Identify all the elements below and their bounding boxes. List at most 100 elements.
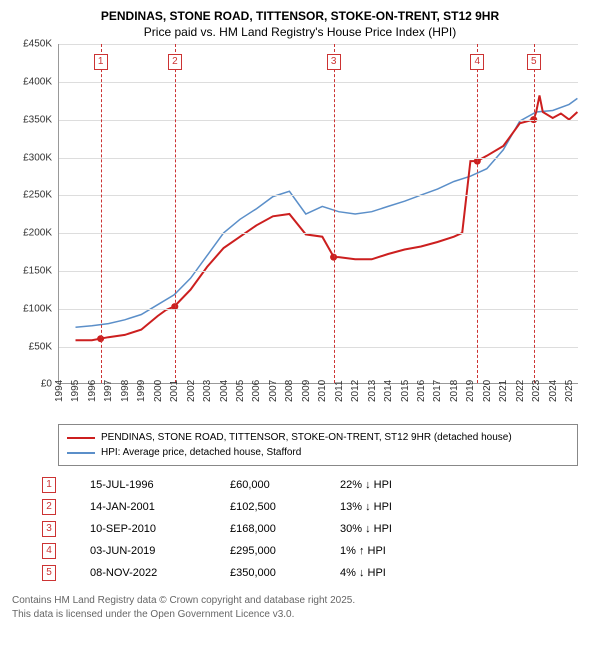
sale-date: 10-SEP-2010 [90, 523, 230, 535]
sale-hpi-diff: 13% ↓ HPI [340, 501, 392, 513]
sale-marker-box: 2 [168, 54, 182, 70]
sales-table: 115-JUL-1996£60,00022% ↓ HPI214-JAN-2001… [42, 474, 588, 584]
sale-number-box: 4 [42, 543, 56, 559]
plot-area: 1 2 3 4 5 [58, 44, 578, 384]
gridline [59, 309, 578, 310]
sale-hpi-diff: 22% ↓ HPI [340, 479, 392, 491]
y-tick-label: £450K [23, 39, 52, 50]
y-tick-label: £400K [23, 77, 52, 88]
title-line-1: PENDINAS, STONE ROAD, TITTENSOR, STOKE-O… [12, 8, 588, 24]
table-row: 403-JUN-2019£295,0001% ↑ HPI [42, 540, 588, 562]
x-tick-label: 2020 [482, 380, 493, 402]
x-tick-label: 1995 [70, 380, 81, 402]
gridline [59, 347, 578, 348]
x-tick-label: 2018 [449, 380, 460, 402]
y-tick-label: £250K [23, 190, 52, 201]
footer-line-2: This data is licensed under the Open Gov… [12, 608, 588, 622]
sale-marker-line [175, 44, 176, 383]
x-tick-label: 2003 [202, 380, 213, 402]
legend-label-red: PENDINAS, STONE ROAD, TITTENSOR, STOKE-O… [101, 430, 512, 445]
x-tick-label: 2008 [284, 380, 295, 402]
x-tick-label: 1998 [120, 380, 131, 402]
sale-number-box: 2 [42, 499, 56, 515]
sale-number-box: 3 [42, 521, 56, 537]
sale-hpi-diff: 1% ↑ HPI [340, 545, 386, 557]
x-tick-label: 2000 [153, 380, 164, 402]
sale-marker-box: 1 [94, 54, 108, 70]
title-line-2: Price paid vs. HM Land Registry's House … [12, 24, 588, 40]
gridline [59, 271, 578, 272]
y-tick-label: £150K [23, 266, 52, 277]
gridline [59, 120, 578, 121]
chart-title: PENDINAS, STONE ROAD, TITTENSOR, STOKE-O… [12, 8, 588, 40]
x-tick-label: 2022 [515, 380, 526, 402]
x-tick-label: 2024 [548, 380, 559, 402]
sale-price: £350,000 [230, 567, 340, 579]
x-tick-label: 1997 [103, 380, 114, 402]
sale-date: 15-JUL-1996 [90, 479, 230, 491]
x-tick-label: 2016 [416, 380, 427, 402]
sale-date: 14-JAN-2001 [90, 501, 230, 513]
y-tick-label: £0 [41, 379, 52, 390]
line-chart-svg [59, 44, 579, 384]
x-tick-label: 2021 [498, 380, 509, 402]
legend-row-blue: HPI: Average price, detached house, Staf… [67, 445, 569, 460]
sale-date: 08-NOV-2022 [90, 567, 230, 579]
sale-price: £102,500 [230, 501, 340, 513]
y-tick-label: £50K [29, 341, 52, 352]
sale-hpi-diff: 30% ↓ HPI [340, 523, 392, 535]
legend-row-red: PENDINAS, STONE ROAD, TITTENSOR, STOKE-O… [67, 430, 569, 445]
x-tick-label: 2002 [186, 380, 197, 402]
footer-line-1: Contains HM Land Registry data © Crown c… [12, 594, 588, 608]
table-row: 3 10-SEP-2010£168,00030% ↓ HPI [42, 518, 588, 540]
x-tick-label: 2009 [301, 380, 312, 402]
sale-price: £168,000 [230, 523, 340, 535]
sale-marker-box: 4 [470, 54, 484, 70]
gridline [59, 82, 578, 83]
x-tick-label: 2007 [268, 380, 279, 402]
x-tick-label: 2013 [367, 380, 378, 402]
legend-swatch-blue [67, 452, 95, 454]
y-tick-label: £350K [23, 114, 52, 125]
sale-marker-line [101, 44, 102, 383]
x-tick-label: 2011 [334, 381, 345, 403]
table-row: 115-JUL-1996£60,00022% ↓ HPI [42, 474, 588, 496]
x-tick-label: 2010 [317, 380, 328, 402]
x-tick-label: 2006 [251, 380, 262, 402]
footer: Contains HM Land Registry data © Crown c… [12, 594, 588, 621]
y-tick-label: £300K [23, 152, 52, 163]
x-tick-label: 2005 [235, 380, 246, 402]
y-axis: £0£50K£100K£150K£200K£250K£300K£350K£400… [12, 44, 54, 384]
sale-number-box: 5 [42, 565, 56, 581]
x-tick-label: 2012 [350, 380, 361, 402]
legend-label-blue: HPI: Average price, detached house, Staf… [101, 445, 301, 460]
gridline [59, 195, 578, 196]
x-tick-label: 2014 [383, 380, 394, 402]
table-row: 5 08-NOV-2022£350,0004% ↓ HPI [42, 562, 588, 584]
y-tick-label: £200K [23, 228, 52, 239]
legend-swatch-red [67, 437, 95, 439]
x-tick-label: 1996 [87, 380, 98, 402]
legend: PENDINAS, STONE ROAD, TITTENSOR, STOKE-O… [58, 424, 578, 466]
x-tick-label: 2025 [564, 380, 575, 402]
x-tick-label: 2019 [465, 380, 476, 402]
sale-hpi-diff: 4% ↓ HPI [340, 567, 386, 579]
sale-marker-line [534, 44, 535, 383]
chart-area: £0 £50K £100K £150K £200K £250K £300K £350K £400… [12, 44, 588, 414]
gridline [59, 158, 578, 159]
y-tick-label: £100K [23, 303, 52, 314]
table-row: 2 14-JAN-2001£102,50013% ↓ HPI [42, 496, 588, 518]
sale-marker-box: 3 [327, 54, 341, 70]
gridline [59, 44, 578, 45]
sale-price: £295,000 [230, 545, 340, 557]
sale-marker-box: 5 [527, 54, 541, 70]
sale-number-box: 1 [42, 477, 56, 493]
x-tick-label: 2017 [432, 380, 443, 402]
x-tick-label: 2004 [219, 380, 230, 402]
gridline [59, 233, 578, 234]
x-tick-label: 1994 [54, 380, 65, 402]
x-tick-label: 1999 [136, 380, 147, 402]
x-tick-label: 2001 [169, 380, 180, 402]
series-red-line [76, 96, 578, 341]
x-axis: 1994199519961997199819992000200120022003… [58, 386, 578, 414]
